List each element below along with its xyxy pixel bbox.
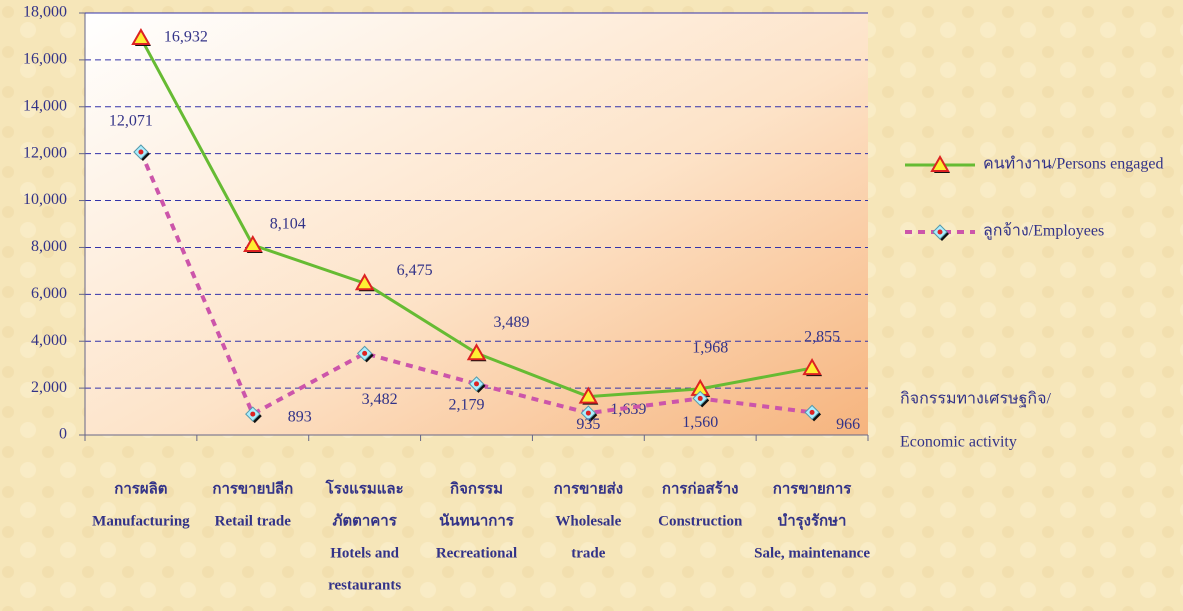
x-tick-label: การผลิต xyxy=(114,479,167,497)
x-tick-label: การขายส่ง xyxy=(554,480,624,497)
marker xyxy=(802,358,822,376)
x-tick-label: Retail trade xyxy=(215,513,292,529)
x-tick-label: restaurants xyxy=(328,577,401,593)
y-tick-label: 4,000 xyxy=(31,332,67,349)
marker xyxy=(243,234,263,253)
y-tick-label: 12,000 xyxy=(23,144,67,161)
marker-center xyxy=(474,381,479,387)
data-label: 1,968 xyxy=(692,340,728,357)
y-tick-label: 6,000 xyxy=(31,285,67,302)
y-tick-label: 18,000 xyxy=(23,4,67,21)
x-axis-label: Economic activity xyxy=(900,434,1017,451)
y-tick-label: 10,000 xyxy=(23,191,67,208)
x-tick-label: การขายการ xyxy=(773,481,853,497)
data-label: 966 xyxy=(836,416,860,433)
data-label: 1,639 xyxy=(610,401,646,418)
x-tick-label: การขายปลีก xyxy=(212,480,293,497)
marker xyxy=(354,273,375,291)
x-tick-label: ภัตตาคาร xyxy=(332,512,397,529)
y-tick-label: 0 xyxy=(59,426,67,443)
legend-label: ลูกจ้าง/Employees xyxy=(983,222,1104,241)
x-tick-label: Construction xyxy=(658,513,743,529)
y-tick-label: 14,000 xyxy=(23,97,67,114)
x-tick-label: การก่อสร้าง xyxy=(662,480,739,497)
y-tick-label: 8,000 xyxy=(31,238,67,255)
x-tick-label: Hotels and xyxy=(330,545,399,561)
marker-center xyxy=(697,395,703,401)
x-tick-label: Wholesale xyxy=(555,513,621,529)
x-tick-label: trade xyxy=(571,545,605,561)
x-tick-label: Sale, maintenance xyxy=(754,545,870,561)
x-tick-label: Manufacturing xyxy=(92,513,190,529)
data-label: 3,489 xyxy=(494,314,530,331)
data-label: 1,560 xyxy=(682,414,718,431)
marker-center xyxy=(362,350,368,356)
marker-center xyxy=(809,409,815,415)
data-label: 3,482 xyxy=(362,391,398,408)
data-label: 6,475 xyxy=(397,262,433,279)
marker-center xyxy=(937,229,943,235)
y-tick-label: 16,000 xyxy=(23,51,67,68)
data-label: 2,855 xyxy=(804,329,840,346)
y-tick-label: 2,000 xyxy=(31,379,67,396)
marker xyxy=(578,386,599,404)
data-label: 2,179 xyxy=(449,397,485,414)
x-tick-label: นันทนาการ xyxy=(439,512,515,529)
x-tick-label: โรงแรมและ xyxy=(325,478,404,497)
marker-center xyxy=(138,149,144,155)
data-label: 12,071 xyxy=(109,113,153,130)
data-label: 935 xyxy=(576,416,600,433)
plot-area xyxy=(85,13,868,435)
x-tick-label: Recreational xyxy=(436,545,517,561)
legend-label: คนทำงาน/Persons engaged xyxy=(983,156,1163,173)
marker xyxy=(930,154,950,172)
x-tick-label: กิจกรรม xyxy=(450,479,503,497)
x-tick-label: บำรุงรักษา xyxy=(778,512,847,530)
x-axis-label: กิจกรรมทางเศรษฐกิจ/ xyxy=(900,391,1051,408)
marker xyxy=(131,28,151,46)
data-label: 16,932 xyxy=(164,29,208,46)
marker-center xyxy=(585,410,591,416)
marker-center xyxy=(250,411,256,417)
data-label: 893 xyxy=(288,409,312,426)
data-label: 8,104 xyxy=(270,216,306,233)
marker xyxy=(466,343,487,361)
